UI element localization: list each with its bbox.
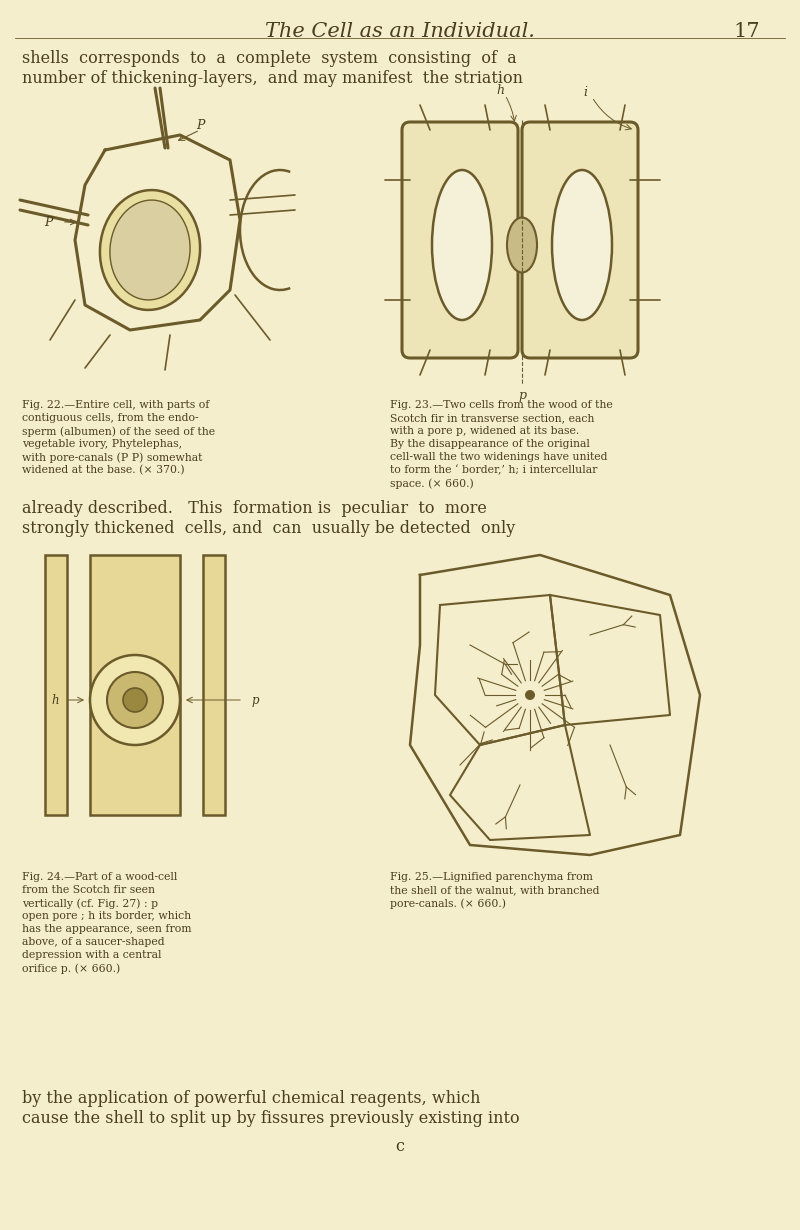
Text: p: p bbox=[518, 389, 526, 401]
Text: Scotch fir in transverse section, each: Scotch fir in transverse section, each bbox=[390, 413, 594, 423]
Bar bbox=[203, 555, 225, 815]
Text: widened at the base. (× 370.): widened at the base. (× 370.) bbox=[22, 465, 185, 475]
Text: by the application of powerful chemical reagents, which: by the application of powerful chemical … bbox=[22, 1090, 481, 1107]
Text: sperm (albumen) of the seed of the: sperm (albumen) of the seed of the bbox=[22, 426, 215, 437]
Text: cell-wall the two widenings have united: cell-wall the two widenings have united bbox=[390, 451, 607, 462]
Ellipse shape bbox=[552, 170, 612, 320]
Text: contiguous cells, from the endo-: contiguous cells, from the endo- bbox=[22, 413, 198, 423]
Text: 17: 17 bbox=[734, 22, 760, 41]
Text: strongly thickened  cells, and  can  usually be detected  only: strongly thickened cells, and can usuall… bbox=[22, 520, 515, 538]
Text: P: P bbox=[44, 215, 52, 229]
Text: to form the ‘ border,’ h; i intercellular: to form the ‘ border,’ h; i intercellula… bbox=[390, 465, 598, 476]
Text: shells  corresponds  to  a  complete  system  consisting  of  a: shells corresponds to a complete system … bbox=[22, 50, 517, 66]
Circle shape bbox=[123, 688, 147, 712]
Text: depression with a central: depression with a central bbox=[22, 950, 162, 959]
Bar bbox=[90, 555, 180, 815]
Text: h: h bbox=[496, 84, 504, 96]
Ellipse shape bbox=[110, 200, 190, 300]
Text: P: P bbox=[196, 118, 204, 132]
FancyBboxPatch shape bbox=[522, 122, 638, 358]
Text: open pore ; h its border, which: open pore ; h its border, which bbox=[22, 911, 191, 921]
Text: The Cell as an Individual.: The Cell as an Individual. bbox=[265, 22, 535, 41]
Text: Fig. 22.—Entire cell, with parts of: Fig. 22.—Entire cell, with parts of bbox=[22, 400, 210, 410]
Circle shape bbox=[90, 656, 180, 745]
Text: vegetable ivory, Phytelephas,: vegetable ivory, Phytelephas, bbox=[22, 439, 182, 449]
Text: orifice p. (× 660.): orifice p. (× 660.) bbox=[22, 963, 120, 974]
Bar bbox=[45, 555, 67, 815]
Text: has the appearance, seen from: has the appearance, seen from bbox=[22, 924, 191, 934]
Text: By the disappearance of the original: By the disappearance of the original bbox=[390, 439, 590, 449]
Ellipse shape bbox=[507, 218, 537, 273]
Text: number of thickening-layers,  and may manifest  the striation: number of thickening-layers, and may man… bbox=[22, 70, 523, 87]
Circle shape bbox=[107, 672, 163, 728]
Text: c: c bbox=[395, 1138, 405, 1155]
Text: with a pore p, widened at its base.: with a pore p, widened at its base. bbox=[390, 426, 579, 435]
Bar bbox=[20, 89, 300, 378]
Text: above, of a saucer-shaped: above, of a saucer-shaped bbox=[22, 937, 165, 947]
Text: p: p bbox=[251, 694, 258, 706]
Text: Fig. 24.—Part of a wood-cell: Fig. 24.—Part of a wood-cell bbox=[22, 872, 178, 882]
FancyBboxPatch shape bbox=[402, 122, 518, 358]
Text: vertically (cf. Fig. 27) : p: vertically (cf. Fig. 27) : p bbox=[22, 898, 158, 909]
Text: space. (× 660.): space. (× 660.) bbox=[390, 478, 474, 488]
Text: cause the shell to split up by fissures previously existing into: cause the shell to split up by fissures … bbox=[22, 1109, 520, 1127]
Ellipse shape bbox=[100, 191, 200, 310]
Ellipse shape bbox=[432, 170, 492, 320]
Text: the shell of the walnut, with branched: the shell of the walnut, with branched bbox=[390, 886, 599, 895]
Text: Fig. 25.—Lignified parenchyma from: Fig. 25.—Lignified parenchyma from bbox=[390, 872, 593, 882]
Text: pore-canals. (× 660.): pore-canals. (× 660.) bbox=[390, 898, 506, 909]
Text: Fig. 23.—Two cells from the wood of the: Fig. 23.—Two cells from the wood of the bbox=[390, 400, 613, 410]
Text: with pore-canals (P P) somewhat: with pore-canals (P P) somewhat bbox=[22, 451, 202, 462]
Text: already described.   This  formation is  peculiar  to  more: already described. This formation is pec… bbox=[22, 501, 487, 517]
Text: h: h bbox=[51, 694, 59, 706]
Text: from the Scotch fir seen: from the Scotch fir seen bbox=[22, 886, 155, 895]
Text: i: i bbox=[583, 86, 587, 98]
Circle shape bbox=[525, 690, 535, 700]
